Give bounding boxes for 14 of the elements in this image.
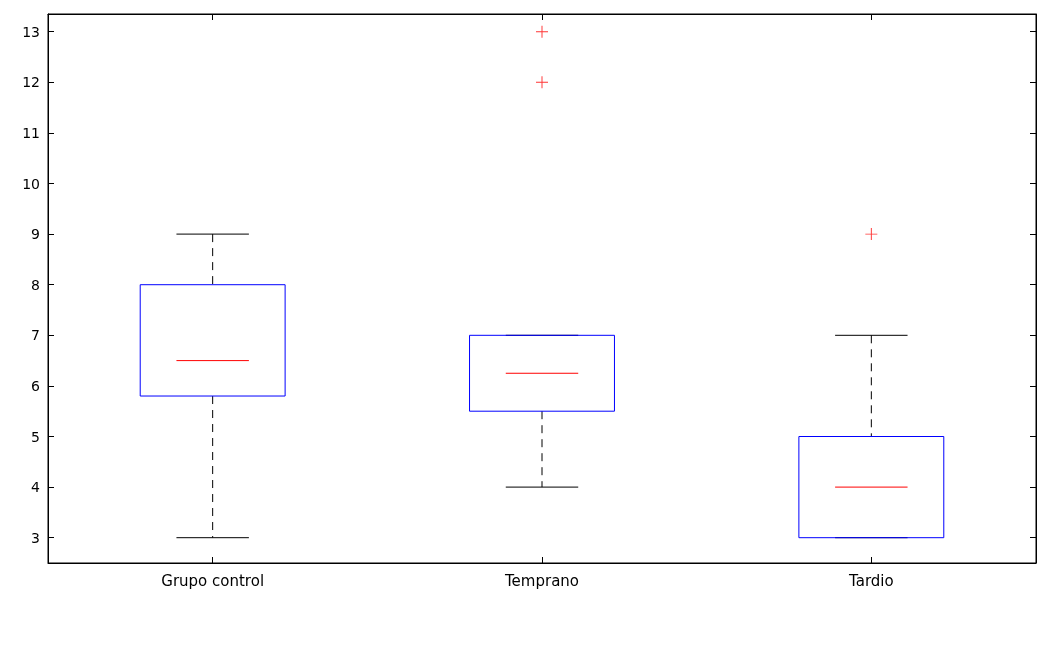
y-tick-label: 10 <box>22 175 40 192</box>
x-tick-label: Temprano <box>503 571 580 590</box>
y-tick-label: 4 <box>31 479 41 496</box>
y-tick-label: 7 <box>31 327 40 344</box>
y-tick-label: 5 <box>31 428 40 445</box>
y-tick-label: 13 <box>22 23 40 40</box>
x-tick-label: Tardio <box>848 571 894 590</box>
y-tick-label: 12 <box>22 74 40 91</box>
y-tick-label: 11 <box>22 124 40 141</box>
y-tick-label: 8 <box>31 276 40 293</box>
y-tick-label: 6 <box>31 377 41 394</box>
y-tick-label: 9 <box>31 226 40 243</box>
x-tick-label: Grupo control <box>161 571 265 590</box>
y-tick-label: 3 <box>31 529 40 546</box>
